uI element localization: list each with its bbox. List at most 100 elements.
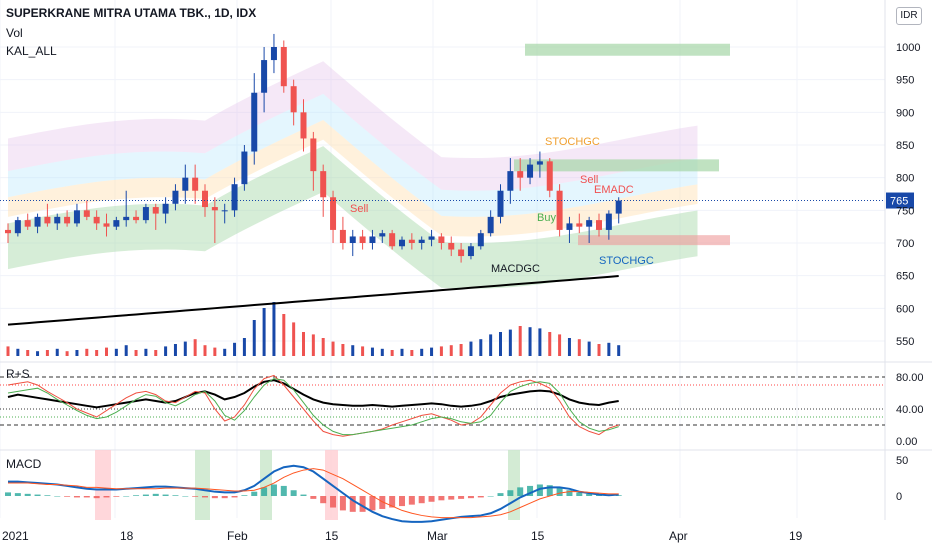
volume-bar: [311, 334, 315, 356]
candle-body: [113, 220, 120, 227]
volume-bar: [85, 348, 89, 356]
macd-histogram-bar: [438, 496, 445, 501]
annotation-label: STOCHGC: [599, 255, 654, 267]
candle-body: [192, 177, 199, 191]
candle-body: [310, 138, 317, 172]
price-axis-tick: 600: [896, 303, 914, 315]
macd-histogram-bar: [300, 494, 307, 496]
band-green: [8, 146, 698, 289]
annotation-label: EMADC: [594, 184, 634, 196]
annotation-label: STOCHGC: [545, 136, 600, 148]
macd-histogram-bar: [192, 496, 199, 497]
volume-bar: [597, 344, 601, 356]
volume-bar: [548, 332, 552, 356]
macd-histogram-bar: [349, 496, 356, 512]
price-axis-tick: 550: [896, 336, 914, 348]
time-axis-tick: 15: [325, 529, 339, 543]
macd-histogram-bar: [270, 484, 277, 496]
osc-title: R+S: [6, 367, 30, 381]
volume-bar: [479, 339, 483, 356]
macd-histogram-bar: [142, 494, 149, 496]
macd-histogram-bar: [339, 496, 346, 511]
candle-body: [615, 200, 622, 214]
volume-bar: [164, 346, 168, 356]
macd-histogram-bar: [133, 495, 140, 496]
volume-bar: [528, 327, 532, 356]
candle-body: [44, 216, 51, 224]
volume-bar: [36, 351, 40, 356]
candle-body: [162, 203, 169, 214]
candle-body: [487, 216, 494, 234]
macd-histogram-bar: [5, 492, 11, 496]
macd-histogram-bar: [261, 487, 268, 496]
macd-histogram-bar: [103, 496, 110, 498]
macd-macd-line: [8, 464, 619, 523]
candle-body: [231, 184, 238, 211]
candle-body: [408, 239, 415, 243]
macd-histogram-bar: [34, 494, 41, 496]
volume-bar: [538, 328, 542, 356]
macd-histogram-bar: [389, 496, 396, 508]
candle-body: [527, 164, 534, 178]
candle-body: [300, 112, 307, 139]
volume-bar: [282, 314, 286, 356]
candle-body: [270, 47, 277, 61]
volume-bar: [370, 347, 374, 356]
candle-body: [349, 236, 356, 243]
candle-body: [438, 236, 445, 243]
candle-body: [261, 60, 268, 93]
macd-histogram-bar: [556, 487, 563, 496]
osc-series-line: [7, 374, 619, 437]
macd-histogram-bar: [172, 495, 179, 496]
macd-histogram-bar: [369, 496, 376, 511]
volume-bar: [400, 348, 404, 356]
volume-bar: [262, 308, 266, 356]
candle-body: [536, 161, 543, 165]
macd-title: MACD: [6, 457, 42, 471]
macd-signal-zone: [195, 450, 210, 520]
candle-body: [566, 223, 573, 230]
macd-histogram-bar: [14, 493, 21, 496]
candle-body: [339, 229, 346, 243]
price-axis-tick: 850: [896, 140, 914, 152]
volume-bar: [361, 346, 365, 356]
volume-bar: [233, 342, 237, 356]
macd-histogram-bar: [467, 496, 474, 499]
time-axis-tick: Apr: [669, 529, 688, 543]
macd-signal-zone: [95, 450, 111, 520]
volume-bar: [341, 344, 345, 356]
candle-body: [280, 47, 287, 87]
macd-histogram-bar: [123, 496, 130, 497]
macd-histogram-bar: [182, 496, 189, 497]
macd-histogram-bar: [330, 496, 337, 508]
volume-bar: [252, 320, 256, 356]
macd-histogram-bar: [458, 496, 465, 499]
volume-bar: [577, 339, 581, 356]
price-axis-tick: 950: [896, 75, 914, 87]
macd-histogram-bar: [54, 496, 61, 497]
macd-histogram-bar: [93, 496, 100, 499]
annotation-label: Buy: [537, 212, 556, 224]
candle-body: [497, 190, 504, 217]
indicator-kal-label[interactable]: KAL_ALL: [6, 44, 57, 58]
candle-body: [428, 236, 435, 240]
time-axis-tick: 2021: [2, 529, 29, 543]
candle-body: [379, 233, 386, 237]
currency-label[interactable]: IDR: [896, 7, 922, 25]
macd-signal-zone: [260, 450, 272, 520]
macd-histogram-bar: [64, 496, 71, 497]
candle-body: [517, 171, 524, 178]
candle-body: [93, 216, 100, 224]
indicator-vol-label[interactable]: Vol: [6, 26, 23, 40]
macd-histogram-bar: [221, 496, 228, 499]
time-axis-tick: 15: [531, 529, 545, 543]
volume-bar: [55, 348, 59, 356]
candle-body: [202, 190, 208, 208]
macd-histogram-bar: [280, 485, 287, 496]
price-axis-tick: 700: [896, 238, 914, 250]
ma-long-line: [7, 275, 619, 326]
osc-axis-tick: 40.00: [896, 404, 924, 416]
kal-bands: [8, 61, 698, 289]
volume-bar: [114, 348, 118, 356]
